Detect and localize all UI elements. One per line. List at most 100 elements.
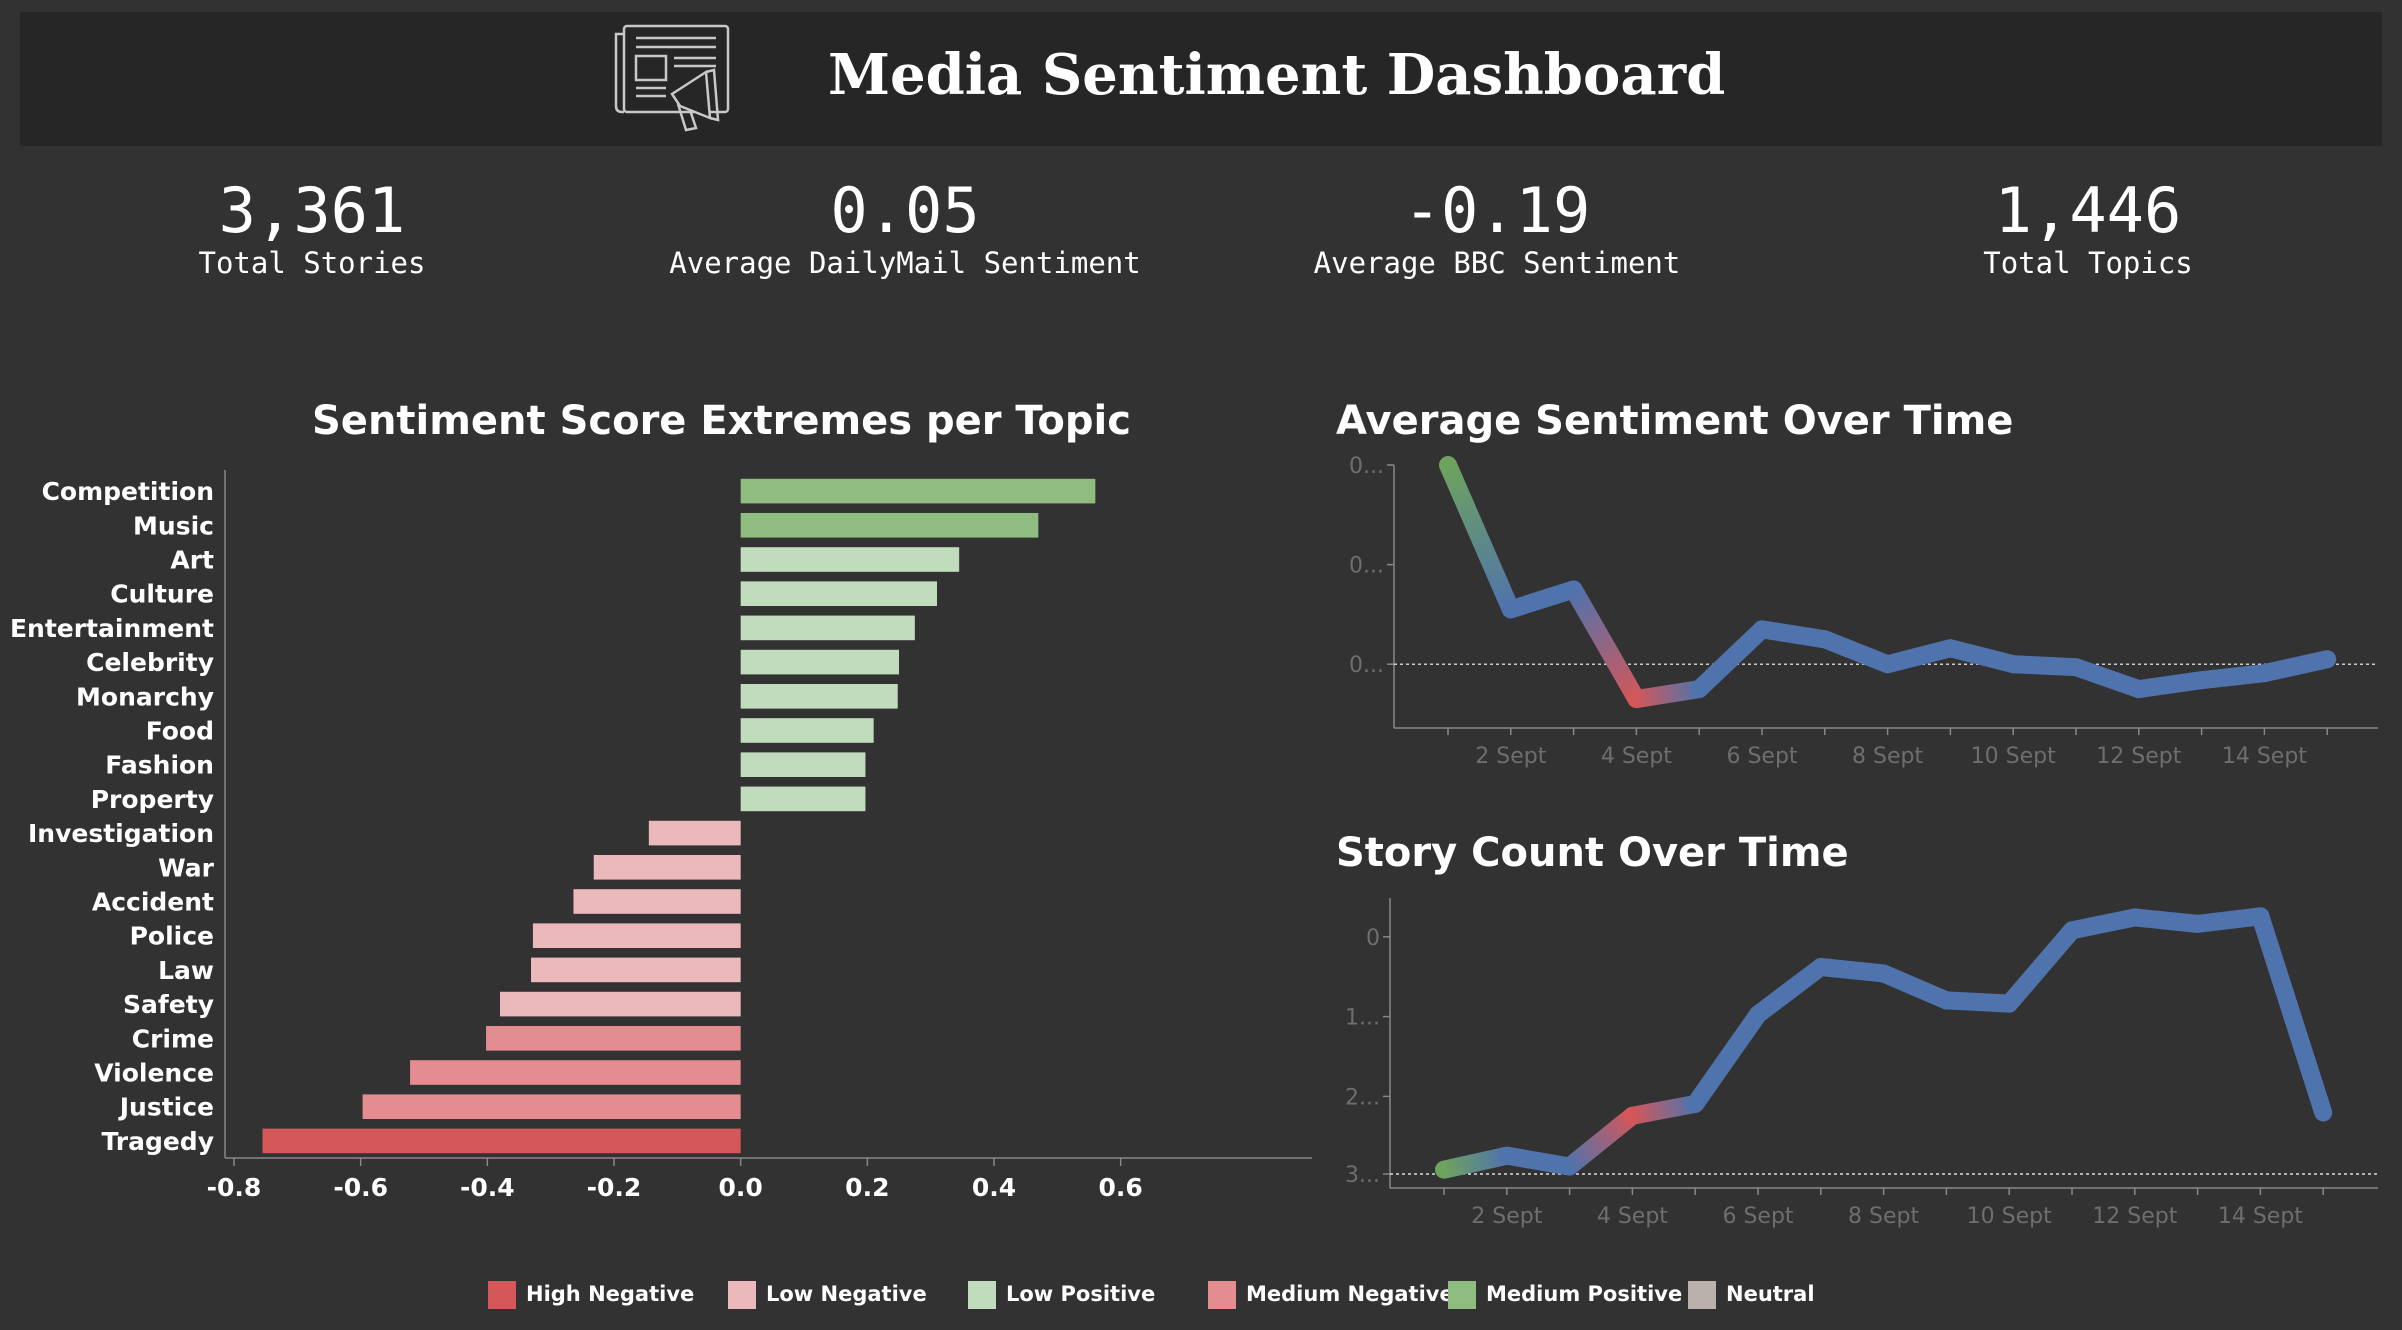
x-tick-label: 10 Sept	[1967, 1204, 2052, 1229]
line-segment	[2063, 908, 2144, 940]
line-segment	[2129, 671, 2211, 699]
line-segment	[1439, 456, 1520, 619]
legend-swatch	[488, 1281, 516, 1309]
legend-swatch	[1208, 1281, 1236, 1309]
legend-swatch	[728, 1281, 756, 1309]
kpi-label: Average BBC Sentiment	[1313, 246, 1681, 280]
bar-law	[531, 957, 741, 983]
line-segment	[1627, 680, 1709, 709]
line-segment	[2255, 650, 2337, 683]
line-segment	[1690, 620, 1771, 699]
line-segment	[1501, 580, 1583, 619]
x-tick-label: -0.2	[587, 1173, 642, 1202]
bar-chart-title: Sentiment Score Extremes per Topic	[312, 398, 1131, 444]
line-segment	[2067, 658, 2148, 699]
category-label: Violence	[94, 1059, 214, 1088]
kpi-average-bbc-sentiment: -0.19 Average BBC Sentiment	[1197, 175, 1797, 281]
bar-competition	[740, 478, 1096, 504]
y-tick-label: 0...	[1349, 455, 1384, 479]
category-label: Safety	[123, 990, 214, 1019]
line-segment	[1497, 1146, 1579, 1176]
y-tick-label: 0...	[1349, 653, 1384, 678]
kpi-value: 0.05	[830, 174, 980, 247]
bar-music	[740, 512, 1039, 538]
line-segment	[1941, 639, 2023, 674]
legend-swatch	[1448, 1281, 1476, 1309]
line-segment	[1937, 991, 2019, 1013]
kpi-label: Total Stories	[198, 246, 426, 280]
legend-swatch	[968, 1281, 996, 1309]
kpi-value: -0.19	[1403, 174, 1591, 247]
line-segment	[2188, 907, 2270, 933]
y-tick-label: 0	[1366, 926, 1380, 951]
y-tick-label: 0...	[1349, 554, 1384, 579]
x-tick-label: 12 Sept	[2092, 1204, 2177, 1229]
line-segment	[1815, 630, 1897, 674]
x-tick-label: 6 Sept	[1726, 744, 1797, 769]
category-label: Property	[91, 785, 214, 814]
bar-property	[740, 786, 866, 812]
line-segment	[2000, 921, 2081, 1013]
category-label: Competition	[42, 477, 214, 506]
x-tick-label: -0.8	[207, 1173, 262, 1202]
x-tick-label: -0.4	[460, 1173, 515, 1202]
line-segment	[1878, 639, 1960, 674]
x-tick-label: 0.0	[719, 1173, 763, 1202]
bar-fashion	[740, 752, 866, 778]
x-tick-label: 4 Sept	[1597, 1204, 1668, 1229]
kpi-value: 1,446	[1994, 174, 2182, 247]
bar-tragedy	[262, 1128, 741, 1154]
category-label: Tragedy	[101, 1127, 214, 1156]
x-tick-label: 14 Sept	[2218, 1204, 2303, 1229]
line-segment	[1686, 1005, 1767, 1113]
x-tick-label: -0.6	[333, 1173, 388, 1202]
x-tick-label: 0.2	[845, 1173, 889, 1202]
bar-justice	[362, 1094, 741, 1120]
y-tick-label: 2...	[1345, 1085, 1380, 1110]
legend-label: High Negative	[526, 1282, 695, 1306]
dashboard-header: Media Sentiment Dashboard	[20, 12, 2382, 146]
line-segment	[1811, 958, 1893, 983]
kpi-total-topics: 1,446 Total Topics	[1788, 175, 2388, 281]
sentiment-line-chart-title: Average Sentiment Over Time	[1336, 398, 2014, 444]
category-label: Fashion	[105, 751, 214, 780]
x-tick-label: 10 Sept	[1971, 744, 2056, 769]
x-tick-label: 2 Sept	[1471, 1204, 1542, 1229]
category-label: Accident	[92, 888, 214, 917]
bar-safety	[500, 991, 741, 1017]
bar-investigation	[648, 820, 741, 846]
kpi-label: Average DailyMail Sentiment	[669, 246, 1141, 280]
legend-label: Low Positive	[1006, 1282, 1156, 1306]
x-tick-label: 6 Sept	[1722, 1204, 1793, 1229]
line-segment	[1753, 620, 1834, 649]
category-label: Music	[133, 511, 214, 540]
x-tick-label: 8 Sept	[1848, 1204, 1919, 1229]
line-segment	[1560, 1106, 1642, 1176]
legend-label: Low Negative	[766, 1282, 927, 1306]
category-label: Culture	[110, 580, 214, 609]
category-label: Justice	[118, 1093, 214, 1122]
category-label: Art	[170, 546, 214, 575]
category-label: Entertainment	[10, 614, 214, 643]
kpi-total-stories: 3,361 Total Stories	[12, 175, 612, 281]
bar-crime	[486, 1025, 741, 1051]
category-label: War	[158, 853, 215, 882]
line-segment	[2004, 655, 2085, 677]
story-count-over-time-line-chart: 0 1... 2... 3... 2 Sept 4 Sept 6 Sept 8 Sept 10 …	[1345, 898, 2378, 1229]
y-tick-label: 3...	[1345, 1163, 1380, 1188]
bar-art	[740, 547, 960, 572]
x-tick-label: 14 Sept	[2222, 744, 2307, 769]
category-label: Food	[146, 717, 214, 746]
category-label: Celebrity	[86, 648, 214, 677]
x-tick-label: 2 Sept	[1475, 744, 1546, 769]
line-segment	[1874, 964, 1956, 1010]
line-segment	[1749, 958, 1830, 1024]
legend-label: Medium Positive	[1486, 1282, 1683, 1306]
bar-celebrity	[740, 649, 899, 675]
kpi-label: Total Topics	[1983, 246, 2193, 280]
bar-accident	[573, 889, 741, 914]
newspaper-megaphone-icon	[614, 24, 730, 132]
story-count-chart-title: Story Count Over Time	[1336, 830, 1849, 876]
line-segment	[2251, 907, 2333, 1122]
bar-violence	[410, 1060, 741, 1085]
